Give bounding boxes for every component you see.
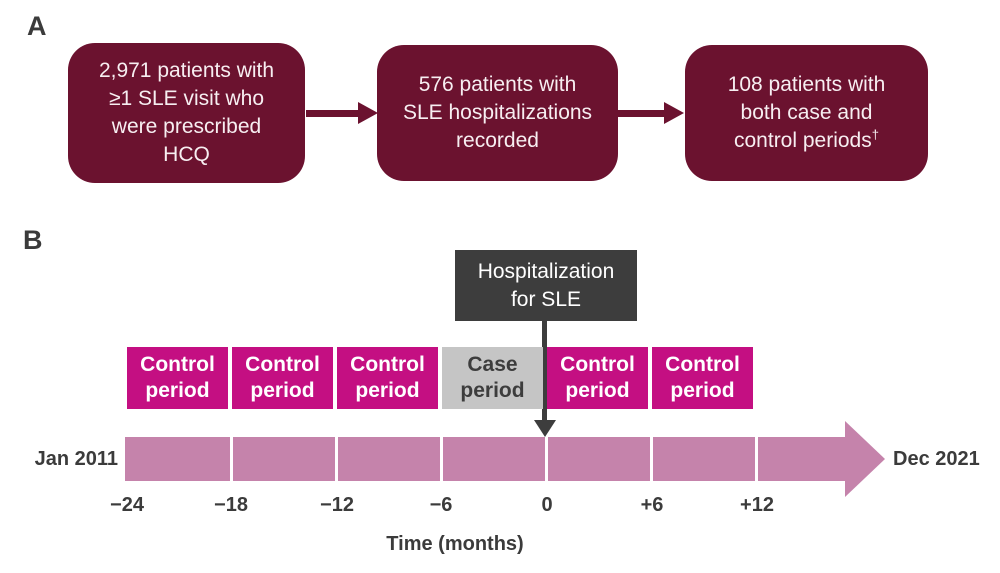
flow-box-line: ≥1 SLE visit who — [108, 87, 265, 110]
period-line: period — [355, 379, 420, 402]
flow-arrow-head — [358, 102, 378, 124]
period-line: period — [145, 379, 210, 402]
flow-box-line: control periods† — [734, 127, 879, 152]
hospitalization-arrow-shaft — [542, 321, 547, 421]
flow-arrow-head — [664, 102, 684, 124]
flow-box-line: were prescribed — [111, 115, 262, 138]
flow-box-line: 2,971 patients with — [98, 59, 275, 82]
period-box-control: Control period — [652, 347, 753, 409]
period-line: Control — [665, 353, 740, 376]
timeline-separator — [755, 437, 758, 481]
tick-label: +12 — [740, 494, 774, 516]
period-line: Control — [140, 353, 215, 376]
period-line: Control — [350, 353, 425, 376]
timeline-bar — [125, 437, 845, 481]
hospitalization-callout: Hospitalization for SLE — [455, 250, 637, 321]
tick-label: −24 — [110, 494, 144, 516]
flow-box-line: HCQ — [163, 143, 210, 166]
period-line: Control — [560, 353, 635, 376]
tick-label: −18 — [214, 494, 248, 516]
time-axis-label: Time (months) — [386, 533, 524, 555]
panel-b-label: B — [23, 225, 43, 255]
panel-a-label: A — [27, 11, 47, 41]
flow-box-cohort: 2,971 patients with ≥1 SLE visit who wer… — [68, 43, 305, 183]
period-box-control: Control period — [337, 347, 438, 409]
dagger-footnote-mark: † — [871, 127, 879, 142]
timeline-separator — [230, 437, 233, 481]
period-line: Control — [245, 353, 320, 376]
timeline-separator — [545, 437, 548, 481]
tick-label: −6 — [429, 494, 453, 516]
timeline-end-label: Dec 2021 — [893, 448, 980, 470]
flow-box-line: recorded — [456, 129, 539, 152]
period-line: period — [565, 379, 630, 402]
period-line: Case — [467, 353, 518, 376]
tick-label: +6 — [640, 494, 664, 516]
period-box-case: Case period — [442, 347, 543, 409]
hospitalization-arrow-head — [534, 420, 556, 437]
callout-line: for SLE — [510, 287, 582, 311]
timeline-start-label: Jan 2011 — [34, 448, 118, 470]
tick-label: 0 — [541, 494, 553, 516]
flow-box-line: SLE hospitalizations — [402, 101, 593, 124]
period-box-control: Control period — [232, 347, 333, 409]
timeline-separator — [335, 437, 338, 481]
flow-box-hospitalized: 576 patients with SLE hospitalizations r… — [377, 45, 618, 181]
period-box-control: Control period — [127, 347, 228, 409]
callout-line: Hospitalization — [477, 259, 615, 283]
flow-box-line: 108 patients with — [727, 73, 886, 96]
timeline-separator — [440, 437, 443, 481]
timeline-arrowhead-icon — [845, 421, 885, 497]
period-line: period — [460, 379, 525, 402]
period-box-control: Control period — [547, 347, 648, 409]
flow-arrow-shaft — [618, 110, 666, 117]
flow-box-line: 576 patients with — [418, 73, 577, 96]
period-line: period — [250, 379, 315, 402]
flow-arrow-shaft — [306, 110, 360, 117]
timeline-separator — [650, 437, 653, 481]
period-line: period — [670, 379, 735, 402]
tick-label: −12 — [320, 494, 354, 516]
flow-box-case-control: 108 patients with both case and control … — [685, 45, 928, 181]
flow-box-line: both case and — [740, 101, 873, 124]
